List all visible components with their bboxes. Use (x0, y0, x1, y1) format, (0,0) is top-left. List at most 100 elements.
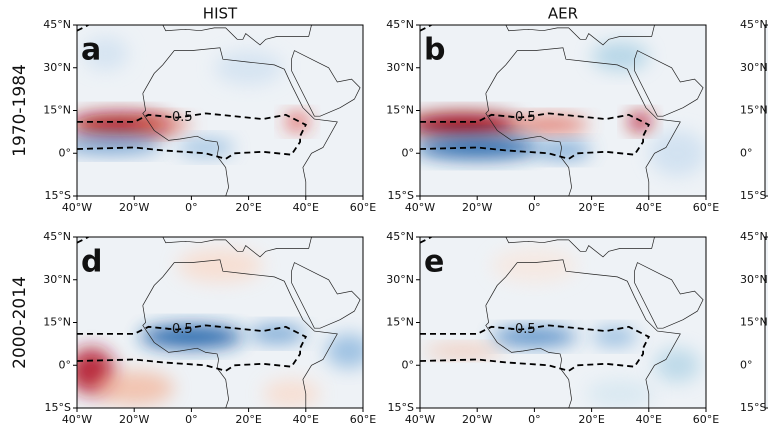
lat-tick-label: 0° (402, 146, 415, 159)
lat-tick-label: 15°N (740, 104, 768, 117)
coastline (291, 50, 361, 117)
map-panel: -0.5 e 45°N 30°N 15°N 0° 15°S40°W 20°W 0° 20°E 40°… (386, 230, 719, 426)
panel-letter: d (81, 245, 102, 280)
contour-label: -0.5 (167, 322, 192, 337)
lat-tick-label: 15°N (43, 104, 71, 117)
coastline (291, 262, 361, 329)
map-field: -0.5 (420, 237, 706, 408)
coastline (485, 47, 681, 196)
lat-tick-label: 15°S (388, 189, 414, 202)
anomaly-blob (134, 116, 192, 134)
coastline (142, 259, 338, 408)
anomaly-blob (628, 113, 652, 131)
lon-tick-label: 20°E (578, 413, 604, 426)
lat-tick-label: 45°N (740, 230, 768, 243)
lon-tick-label: 0° (185, 201, 198, 214)
map-panel: -0.5 a 45°N 30°N 15°N 0° 15°S40°W 20°W 0° 20°E 40°… (43, 18, 376, 214)
coastline (634, 50, 704, 117)
lat-tick-label: 15°N (740, 316, 768, 329)
lat-tick-label: 0° (740, 146, 753, 159)
lon-tick-label: 20°W (462, 413, 492, 426)
lon-tick-label: 40°W (405, 413, 435, 426)
lat-tick-label: 45°N (386, 230, 414, 243)
contour-label: -0.5 (510, 322, 535, 337)
anomaly-blob (77, 136, 163, 154)
anomaly-blob (139, 325, 243, 349)
coastline (634, 262, 704, 329)
lon-tick-label: 0° (528, 413, 541, 426)
coastline (162, 25, 312, 46)
contour (77, 25, 89, 32)
lat-tick-label: 30°N (740, 61, 768, 74)
anomaly-blob (94, 370, 175, 406)
lat-tick-label: 15°N (386, 104, 414, 117)
anomaly-blob (508, 116, 589, 134)
contour (420, 136, 644, 160)
lon-tick-label: 20°E (578, 201, 604, 214)
column-title: AER (548, 5, 578, 23)
map-field: -0.5 (77, 25, 363, 196)
contour (420, 25, 432, 32)
partial-panel: 45°N 30°N 15°N 0° 15°S (740, 230, 768, 414)
lat-tick-label: 45°N (43, 18, 71, 31)
lon-tick-label: 40°E (636, 413, 662, 426)
anomaly-blob (420, 113, 521, 137)
anomaly-blob (82, 36, 129, 71)
lat-tick-label: 0° (59, 146, 72, 159)
coastline (162, 237, 312, 258)
contour (420, 348, 644, 372)
anomaly-blob (214, 50, 283, 85)
lon-tick-label: 60°E (693, 201, 719, 214)
contour (77, 348, 301, 372)
lat-tick-label: 30°N (386, 61, 414, 74)
lon-tick-label: 60°E (350, 413, 376, 426)
lat-tick-label: 45°N (43, 230, 71, 243)
lat-tick-label: 0° (402, 358, 415, 371)
lon-tick-label: 20°E (235, 201, 261, 214)
lon-tick-label: 20°W (119, 201, 149, 214)
lon-tick-label: 60°E (350, 201, 376, 214)
anomaly-blob (591, 328, 638, 346)
lon-tick-label: 20°W (462, 201, 492, 214)
anomaly-blob (491, 328, 578, 346)
anomaly-blob (648, 130, 706, 177)
coastline (485, 259, 681, 408)
map-panel: -0.5 b 45°N 30°N 15°N 0° 15°S40°W 20°W 0° 20°E 40°… (386, 18, 719, 214)
contour (420, 324, 651, 349)
map-field: -0.5 (420, 25, 706, 196)
lon-tick-label: 60°E (693, 413, 719, 426)
anomaly-blob (534, 141, 592, 159)
coastline (505, 237, 655, 258)
lon-tick-label: 40°E (636, 201, 662, 214)
anomaly-blob (262, 379, 321, 408)
panel-frame (764, 24, 768, 197)
lat-tick-label: 45°N (740, 18, 768, 31)
lat-tick-label: 0° (59, 358, 72, 371)
lon-tick-label: 40°E (293, 413, 319, 426)
lat-tick-label: 30°N (43, 273, 71, 286)
panel-frame (764, 236, 768, 409)
lat-tick-label: 30°N (43, 61, 71, 74)
anomaly-blob (325, 333, 363, 369)
contour (77, 136, 301, 160)
coastline (505, 25, 655, 46)
row-label: 2000-2014 (10, 276, 30, 369)
lat-tick-label: 45°N (386, 18, 414, 31)
panel-letter: a (81, 33, 101, 68)
lat-tick-label: 30°N (386, 273, 414, 286)
contour (420, 112, 651, 137)
lat-tick-label: 15°N (43, 316, 71, 329)
lat-tick-label: 15°S (740, 189, 766, 202)
coastline (142, 47, 338, 196)
contour (77, 112, 308, 137)
partial-panel: 45°N 30°N 15°N 0° 15°S (740, 18, 768, 202)
lat-tick-label: 15°S (45, 401, 71, 414)
lon-tick-label: 0° (528, 201, 541, 214)
lon-tick-label: 40°W (62, 201, 92, 214)
contour-label: -0.5 (510, 110, 535, 125)
anomaly-blob (177, 139, 235, 157)
panel-letter: e (424, 245, 444, 280)
anomaly-blob (654, 348, 701, 383)
anomaly-blob (420, 136, 541, 159)
